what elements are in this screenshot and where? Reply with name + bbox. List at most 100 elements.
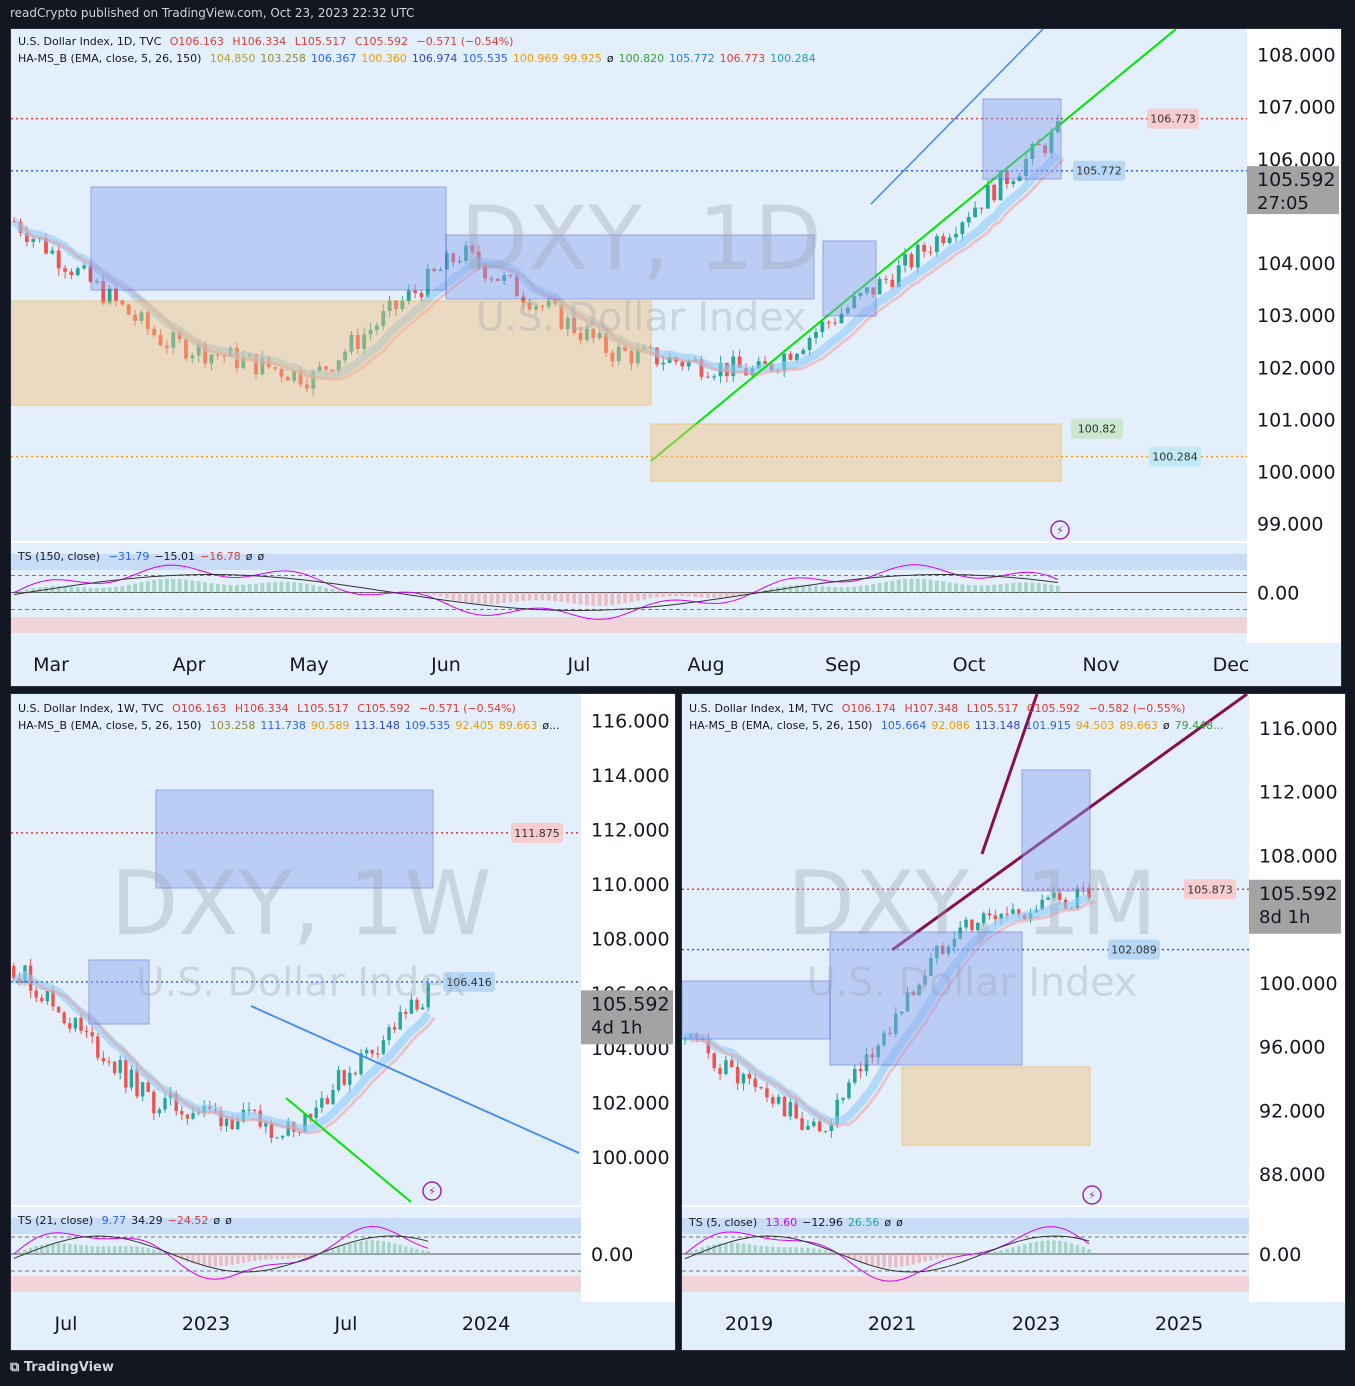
candle-body [829, 1124, 834, 1132]
watermark-small: U.S. Dollar Index [807, 960, 1138, 1006]
osc-histogram-bar [952, 1254, 957, 1256]
weekly-ts-legend: TS (21, close) 9.77 34.29 −24.52 ø ø [18, 1214, 237, 1227]
x-tick-label: Nov [1082, 654, 1119, 676]
osc-histogram-bar [28, 1247, 33, 1254]
osc-histogram-bar [273, 582, 277, 593]
chart-panel-monthly[interactable]: 105.873 102.089 DXY, 1M U.S. Dollar Index 11… [681, 693, 1346, 1351]
ts-value: 9.77 [101, 1214, 127, 1227]
candle-body [84, 1030, 89, 1033]
tv-logo-icon: ⧉ [10, 1360, 24, 1375]
osc-histogram-bar [610, 592, 615, 606]
candle-body [90, 1032, 94, 1037]
candle-body [922, 245, 927, 252]
candle-body [788, 353, 793, 360]
osc-histogram-bar [1063, 1241, 1068, 1254]
candle-body [853, 1068, 857, 1083]
osc-histogram-bar [426, 1251, 430, 1254]
y-tick-label: 110.000 [591, 874, 670, 896]
x-tick-label: 2021 [868, 1313, 916, 1335]
candle-body [794, 1101, 798, 1119]
osc-histogram-bar [353, 1242, 358, 1254]
candle-body [273, 367, 277, 369]
osc-line-slow [13, 1235, 429, 1273]
daily-symbol-legend: U.S. Dollar Index, 1D, TVC O106.163 H106… [18, 35, 518, 48]
candle-body [788, 1101, 793, 1117]
candle-body [364, 1049, 369, 1054]
candle-body [114, 288, 118, 301]
candle-body [31, 238, 36, 243]
indicator-value: 100.969 [512, 52, 559, 65]
osc-histogram-bar [795, 585, 799, 593]
candle-body [987, 913, 992, 916]
candle-body [348, 1072, 352, 1085]
candle-body [425, 268, 430, 298]
low-value: L105.517 [297, 702, 349, 715]
osc-histogram-bar [82, 587, 87, 593]
osc-histogram-bar [864, 1254, 869, 1264]
ts-name: TS (5, close) [689, 1216, 758, 1229]
close-value: C105.592 [354, 35, 408, 48]
osc-histogram-bar [814, 585, 818, 593]
osc-histogram-bar [1011, 1247, 1015, 1254]
osc-histogram-bar [1058, 1240, 1062, 1254]
watermark-big: DXY, 1D [460, 187, 822, 290]
osc-histogram-bar [954, 583, 958, 593]
osc-histogram-bar [993, 1251, 998, 1254]
candle-body [260, 357, 265, 375]
candle-body [1011, 181, 1016, 185]
osc-histogram-bar [540, 592, 545, 601]
osc-histogram-bar [196, 1254, 201, 1265]
osc-histogram-bar [852, 586, 857, 593]
trend-line [650, 29, 1177, 462]
ts-value: −24.52 [167, 1214, 209, 1227]
osc-histogram-bar [336, 1247, 341, 1254]
osc-histogram-bar [392, 1243, 397, 1254]
candle-body [960, 222, 965, 235]
osc-histogram-bar [747, 1244, 752, 1254]
osc-histogram-bar [806, 1247, 810, 1254]
chart-panel-daily[interactable]: 106.773 105.772 100.82 100.284 DXY, 1D U.S. D… [10, 28, 1342, 687]
osc-histogram-bar [502, 592, 507, 603]
osc-histogram-bar [521, 592, 526, 601]
osc-histogram-bar [297, 1254, 302, 1258]
candle-body [185, 1114, 190, 1119]
osc-band-bottom [682, 1276, 1249, 1292]
x-tick-label: 2019 [725, 1313, 773, 1335]
osc-histogram-bar [135, 1246, 139, 1254]
daily-chart-svg[interactable]: 106.773 105.772 100.82 100.284 DXY, 1D U.S. D… [11, 29, 1341, 686]
trend-line [250, 1005, 580, 1154]
osc-histogram-bar [940, 1254, 945, 1258]
candle-body [515, 275, 519, 297]
change-value: −0.571 (−0.54%) [418, 702, 516, 715]
chart-panel-weekly[interactable]: 111.875 106.416 DXY, 1W U.S. Dollar Index 11… [10, 693, 676, 1351]
candle-body [308, 1114, 313, 1118]
indicator-value: 111.738 [260, 719, 306, 732]
osc-histogram-bar [120, 585, 125, 593]
osc-histogram-bar [280, 1254, 285, 1259]
watermark-small: U.S. Dollar Index [136, 960, 467, 1006]
osc-histogram-bar [311, 584, 316, 593]
monthly-ts-legend: TS (5, close) 13.60 −12.96 26.56 ø ø [689, 1216, 908, 1229]
ts-value: ø [245, 550, 253, 563]
osc-histogram-bar [171, 578, 176, 593]
osc-histogram-bar [888, 1254, 892, 1268]
candle-body [915, 245, 920, 268]
candle-body [929, 958, 933, 976]
level-label: 100.82 [1078, 423, 1117, 436]
osc-histogram-bar [829, 1251, 834, 1254]
weekly-chart-svg[interactable]: 111.875 106.416 DXY, 1W U.S. Dollar Index 11… [11, 694, 675, 1350]
osc-histogram-bar [25, 589, 29, 593]
tradingview-logo[interactable]: ⧉ TradingView [10, 1360, 114, 1375]
candle-body [737, 356, 742, 368]
indicator-value: 106.367 [310, 52, 357, 65]
osc-histogram-bar [964, 1254, 968, 1255]
osc-histogram-bar [700, 1247, 705, 1254]
osc-histogram-bar [266, 582, 271, 593]
x-axis-bg [11, 1302, 675, 1350]
last-price-box [1247, 166, 1339, 215]
osc-histogram-bar [146, 1248, 150, 1254]
candle-body [343, 351, 347, 361]
osc-histogram-bar [165, 578, 169, 593]
level-label-bg [1184, 879, 1236, 900]
